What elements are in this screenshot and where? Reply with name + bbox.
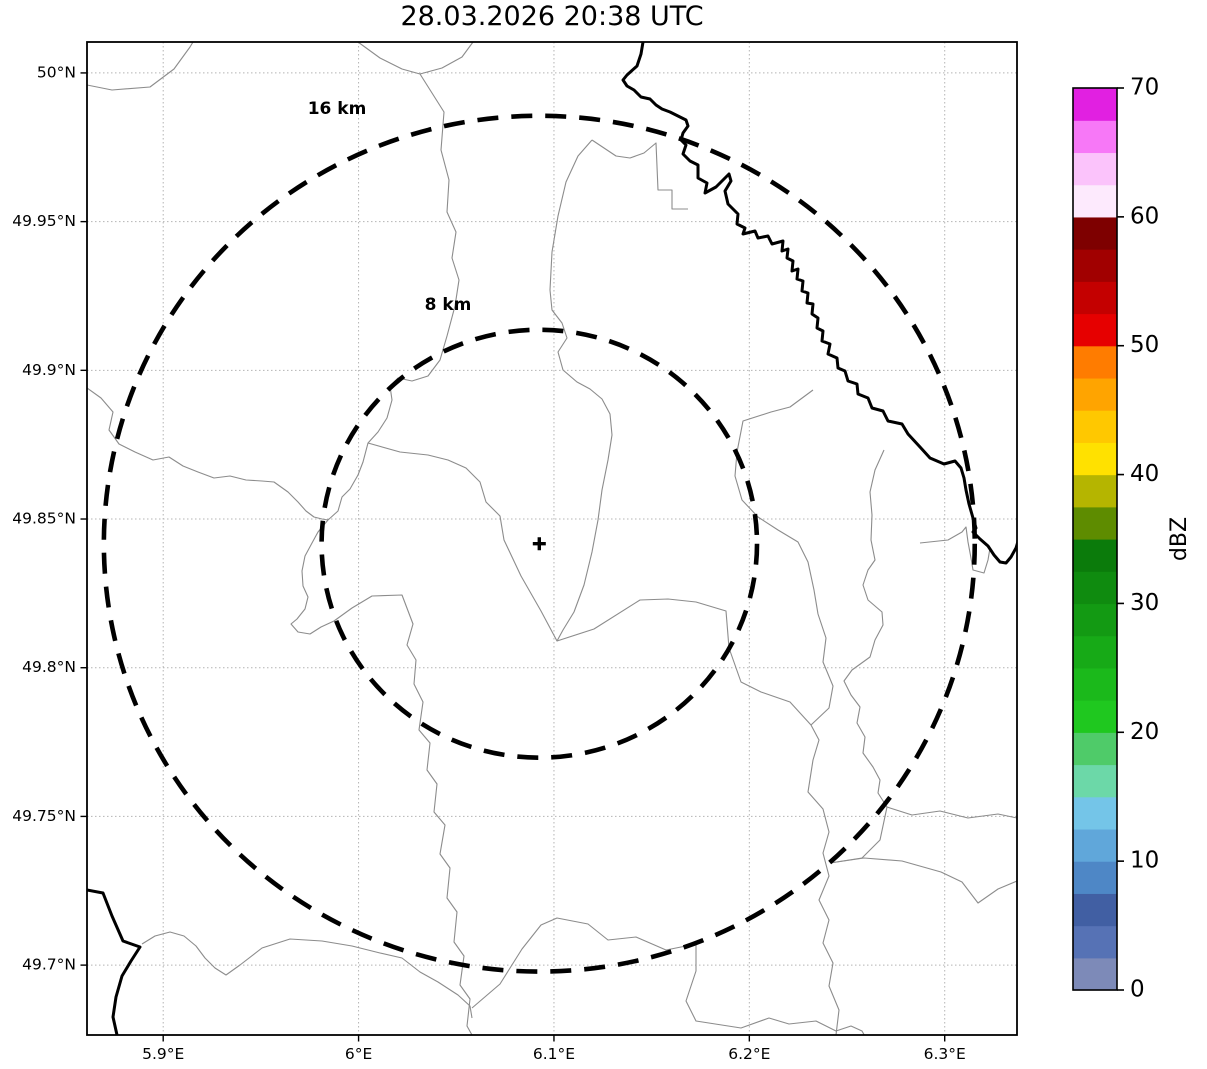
colorbar-tick-label: 20: [1130, 719, 1159, 745]
colorbar-segment: [1073, 796, 1117, 830]
y-tick-label: 50°N: [37, 63, 76, 81]
x-tick-label: 6.1°E: [533, 1045, 575, 1063]
colorbar-segment: [1073, 700, 1117, 733]
admin-boundary-line: [87, 42, 194, 91]
x-tick-label: 6.2°E: [728, 1045, 770, 1063]
colorbar-segment: [1073, 828, 1117, 862]
colorbar-segment: [1073, 925, 1117, 959]
admin-boundary-line: [734, 389, 834, 726]
colorbar-segment: [1073, 603, 1117, 637]
admin-boundary-line: [357, 42, 474, 75]
colorbar-segment: [1073, 571, 1117, 605]
admin-boundary-line: [886, 806, 1017, 819]
x-tick-label: 6.3°E: [924, 1045, 966, 1063]
colorbar-segment: [1073, 861, 1117, 894]
y-tick-label: 49.7°N: [22, 956, 76, 974]
colorbar-segment: [1073, 249, 1117, 282]
x-tick-label: 6°E: [345, 1045, 372, 1063]
colorbar-tick-label: 10: [1130, 848, 1159, 874]
x-tick-label: 5.9°E: [142, 1045, 184, 1063]
colorbar-segment: [1073, 442, 1117, 476]
colorbar-tick-label: 60: [1130, 203, 1159, 229]
colorbar-unit-label: dBZ: [1167, 517, 1192, 561]
colorbar-tick-label: 50: [1130, 332, 1159, 358]
colorbar-segment: [1073, 957, 1117, 991]
colorbar-segment: [1073, 152, 1117, 186]
range-ring-label: 8 km: [425, 295, 472, 315]
colorbar-segment: [1073, 893, 1117, 927]
colorbar-segment: [1073, 539, 1117, 572]
colorbar-tick-label: 30: [1130, 590, 1159, 616]
admin-boundary-line: [919, 526, 991, 574]
admin-boundary-line: [87, 387, 329, 521]
colorbar-segment: [1073, 667, 1117, 701]
colorbar-segment: [1073, 474, 1117, 508]
colorbar-tick-label: 40: [1130, 461, 1159, 487]
colorbar-tick-label: 70: [1130, 75, 1159, 101]
y-tick-label: 49.8°N: [22, 658, 76, 676]
colorbar-segment: [1073, 635, 1117, 669]
admin-boundary-line: [591, 139, 688, 210]
range-ring-16km: [101, 113, 978, 974]
admin-boundary-line: [290, 73, 473, 1035]
colorbar-segment: [1073, 345, 1117, 379]
country-border-line: [621, 42, 1017, 565]
colorbar-segment: [1073, 764, 1117, 798]
map-frame: [86, 41, 1018, 1036]
colorbar-frame: [1072, 87, 1118, 991]
colorbar-segment: [1073, 377, 1117, 411]
colorbar-segment: [1073, 732, 1117, 766]
admin-boundary-line: [141, 931, 473, 1019]
range-ring-8km: [319, 327, 760, 760]
colorbar-segment: [1073, 410, 1117, 443]
y-tick-label: 49.75°N: [12, 807, 76, 825]
colorbar-segment: [1073, 506, 1117, 540]
colorbar-segment: [1073, 313, 1117, 347]
admin-boundary-line: [829, 449, 888, 864]
colorbar-segment: [1073, 216, 1117, 250]
colorbar-segment: [1073, 120, 1117, 154]
y-tick-label: 49.9°N: [22, 361, 76, 379]
radar-site-marker: [532, 537, 546, 551]
figure-title: 28.03.2026 20:38 UTC: [400, 1, 704, 32]
colorbar-segment: [1073, 281, 1117, 315]
admin-boundary-line: [367, 442, 840, 1035]
colorbar-segment: [1073, 184, 1117, 218]
country-border-line: [87, 888, 142, 1035]
colorbar-segment: [1073, 88, 1117, 121]
range-ring-label: 16 km: [308, 99, 367, 119]
y-tick-label: 49.95°N: [12, 212, 76, 230]
colorbar-tick-label: 0: [1130, 977, 1145, 1003]
admin-boundary-line: [471, 917, 865, 1035]
admin-boundary-line: [549, 139, 613, 642]
y-tick-label: 49.85°N: [12, 510, 76, 528]
admin-boundary-line: [829, 857, 1017, 904]
